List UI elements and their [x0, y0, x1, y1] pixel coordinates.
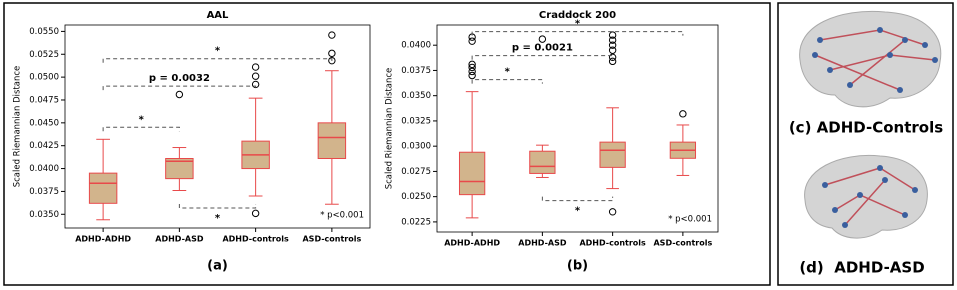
flier: [251, 72, 260, 80]
flier: [175, 90, 184, 99]
panel-border: [3, 2, 771, 286]
significance-label: p = 0.0021: [512, 43, 573, 54]
panel-label: (b): [567, 259, 588, 274]
box: [317, 122, 347, 160]
box: [88, 172, 118, 204]
y-tick-label: 0.0500: [29, 73, 59, 83]
box: [599, 141, 626, 168]
significance-bracket: [178, 203, 257, 209]
box: [458, 151, 486, 196]
brain-d: [804, 154, 928, 239]
flier: [328, 31, 336, 39]
significance-label: *: [505, 67, 511, 78]
box: [529, 150, 556, 174]
flier: [468, 71, 476, 80]
y-tick-label: 0.0275: [401, 167, 431, 177]
significance-bracket: [541, 196, 614, 202]
chart-title: Craddock 200: [539, 10, 616, 21]
flier: [679, 110, 687, 118]
flier: [468, 37, 476, 45]
significance-label: *: [575, 206, 581, 217]
panel-border: [777, 2, 954, 286]
flier: [608, 31, 617, 39]
flier: [608, 208, 617, 216]
y-tick-label: 0.0400: [29, 164, 59, 174]
plot-frame: [436, 24, 719, 233]
plot-frame: [64, 24, 371, 229]
significance-bracket: [102, 58, 333, 63]
brain-caption: (c) ADHD-Controls: [789, 119, 943, 137]
box: [165, 158, 194, 180]
panel-label: (a): [207, 259, 228, 274]
flier: [468, 63, 476, 72]
significance-label: *: [215, 213, 221, 224]
y-tick-label: 0.0225: [401, 217, 431, 227]
x-tick-label: ASD-controls: [653, 239, 712, 248]
note: * p<0.001: [668, 215, 712, 225]
y-tick-label: 0.0250: [401, 192, 431, 202]
significance-bracket: [471, 31, 684, 36]
y-axis-label: Scaled Riemannian Distance: [13, 66, 23, 188]
x-tick-label: ASD-controls: [302, 235, 361, 244]
y-tick-label: 0.0300: [401, 142, 431, 152]
y-tick-label: 0.0375: [401, 66, 431, 76]
significance-label: p = 0.0032: [149, 73, 210, 84]
y-tick-label: 0.0550: [29, 27, 59, 37]
flier: [608, 46, 617, 54]
brain-caption: (d) ADHD-ASD: [799, 259, 924, 277]
flier: [608, 41, 617, 49]
y-tick-label: 0.0475: [29, 95, 59, 105]
y-tick-label: 0.0325: [401, 116, 431, 126]
significance-bracket: [471, 79, 543, 84]
significance-label: *: [139, 114, 145, 125]
flier: [608, 36, 617, 44]
flier: [328, 56, 336, 65]
y-tick-label: 0.0400: [401, 41, 431, 51]
y-tick-label: 0.0350: [29, 210, 59, 220]
y-tick-label: 0.0425: [29, 141, 59, 151]
x-tick-label: ADHD-ADHD: [75, 235, 131, 244]
y-tick-label: 0.0375: [29, 187, 59, 197]
x-tick-label: ADHD-ADHD: [444, 239, 500, 248]
flier: [251, 63, 260, 71]
y-tick-label: 0.0350: [401, 91, 431, 101]
flier: [608, 53, 617, 62]
x-tick-label: ADHD-ASD: [518, 239, 567, 248]
x-tick-label: ADHD-controls: [579, 239, 646, 248]
flier: [538, 35, 547, 43]
y-tick-label: 0.0450: [29, 118, 59, 128]
brain-c: [799, 10, 942, 108]
flier: [468, 60, 476, 69]
x-tick-label: ADHD-ASD: [155, 235, 204, 244]
flier: [251, 209, 260, 218]
significance-bracket: [471, 55, 614, 60]
x-tick-label: ADHD-controls: [222, 235, 289, 244]
flier: [468, 67, 476, 76]
note: * p<0.001: [320, 211, 364, 221]
significance-bracket: [102, 126, 180, 132]
flier: [328, 49, 336, 58]
y-tick-label: 0.0525: [29, 50, 59, 60]
y-axis-label: Scaled Riemannian Distance: [385, 68, 395, 190]
significance-label: *: [575, 19, 581, 30]
chart-title: AAL: [207, 10, 229, 21]
significance-bracket: [102, 85, 257, 91]
significance-label: *: [215, 46, 221, 57]
